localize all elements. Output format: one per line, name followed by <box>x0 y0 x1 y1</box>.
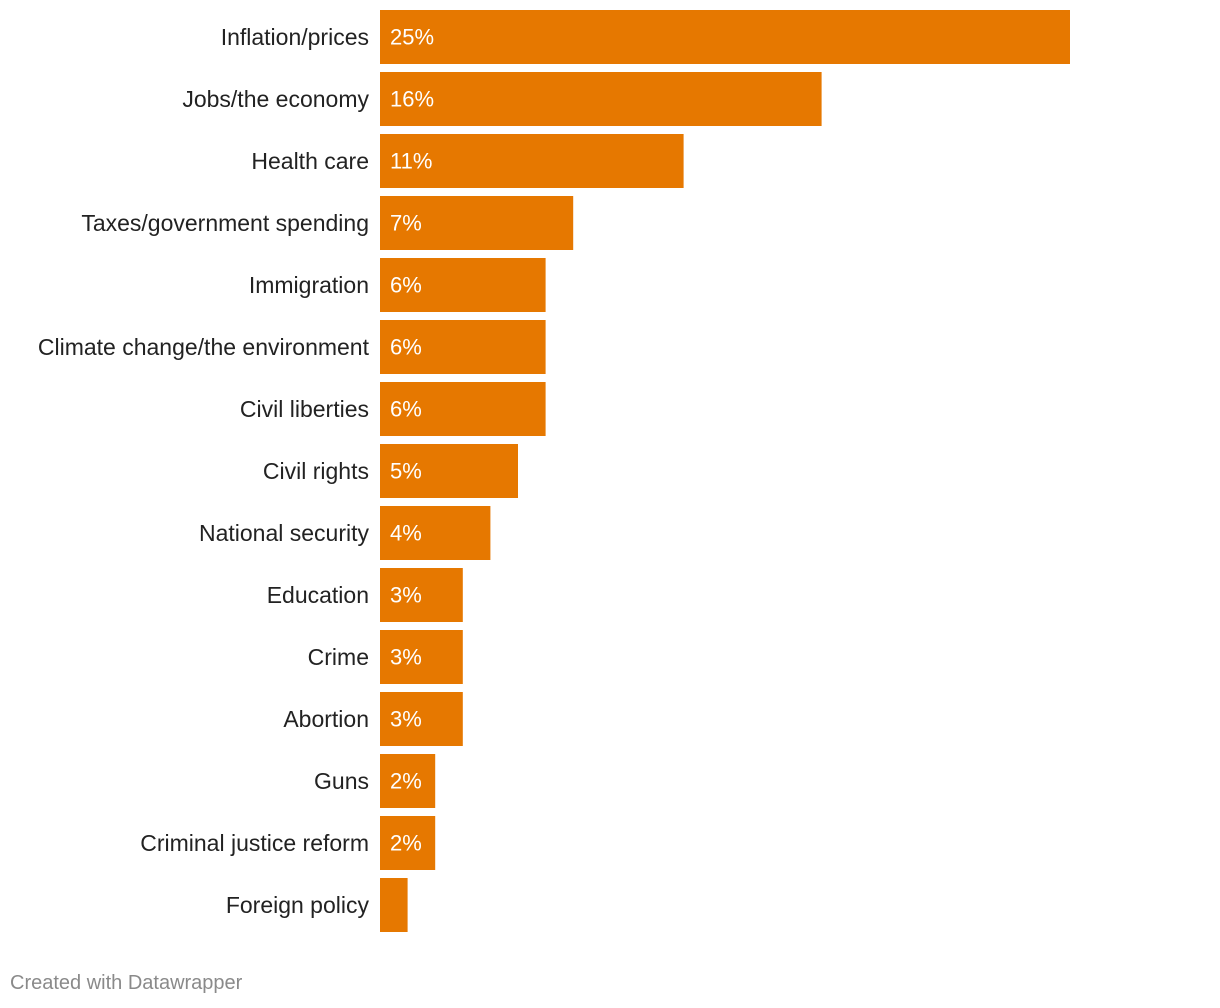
bar <box>380 134 684 188</box>
value-label: 11% <box>390 149 432 174</box>
bar <box>380 444 518 498</box>
value-label: 5% <box>390 459 422 484</box>
value-label: 7% <box>390 211 422 236</box>
value-label: 3% <box>390 583 422 608</box>
category-label: Crime <box>308 644 369 670</box>
bar <box>380 568 463 622</box>
bar <box>380 692 463 746</box>
category-label: Jobs/the economy <box>182 86 369 112</box>
value-labels: 25% 16% 11% 7% 6% 6% 6% 5% 4% 3% 3% 3% 2% 2% <box>390 25 434 856</box>
value-label: 16% <box>390 87 434 112</box>
bar <box>380 320 546 374</box>
value-label: 6% <box>390 273 422 298</box>
value-label: 6% <box>390 397 422 422</box>
value-label: 3% <box>390 707 422 732</box>
bar <box>380 754 436 808</box>
category-label: National security <box>199 520 370 546</box>
bar <box>380 816 436 870</box>
category-label: Civil rights <box>263 458 369 484</box>
value-label: 3% <box>390 645 422 670</box>
bar-chart: Inflation/prices Jobs/the economy Health c… <box>38 10 1070 932</box>
bar <box>380 196 574 250</box>
category-label: Criminal justice reform <box>140 830 369 856</box>
category-label: Health care <box>251 148 369 174</box>
bar <box>380 258 546 312</box>
bar <box>380 382 546 436</box>
category-label: Climate change/the environment <box>38 334 370 360</box>
category-label: Taxes/government spending <box>81 210 369 236</box>
bars-layer <box>380 10 1070 932</box>
bar <box>380 72 822 126</box>
category-label: Abortion <box>283 706 369 732</box>
bar <box>380 10 1070 64</box>
category-labels: Inflation/prices Jobs/the economy Health c… <box>38 24 370 918</box>
category-label: Foreign policy <box>226 892 370 918</box>
bar <box>380 630 463 684</box>
value-label: 6% <box>390 335 422 360</box>
credit-text: Created with Datawrapper <box>10 972 243 994</box>
category-label: Guns <box>314 768 369 794</box>
value-label: 2% <box>390 769 422 794</box>
value-label: 2% <box>390 831 422 856</box>
bar <box>380 878 408 932</box>
value-label: 4% <box>390 521 422 546</box>
bar <box>380 506 491 560</box>
category-label: Civil liberties <box>240 396 369 422</box>
category-label: Immigration <box>249 272 369 298</box>
category-label: Education <box>267 582 369 608</box>
value-label: 25% <box>390 25 434 50</box>
category-label: Inflation/prices <box>221 24 369 50</box>
